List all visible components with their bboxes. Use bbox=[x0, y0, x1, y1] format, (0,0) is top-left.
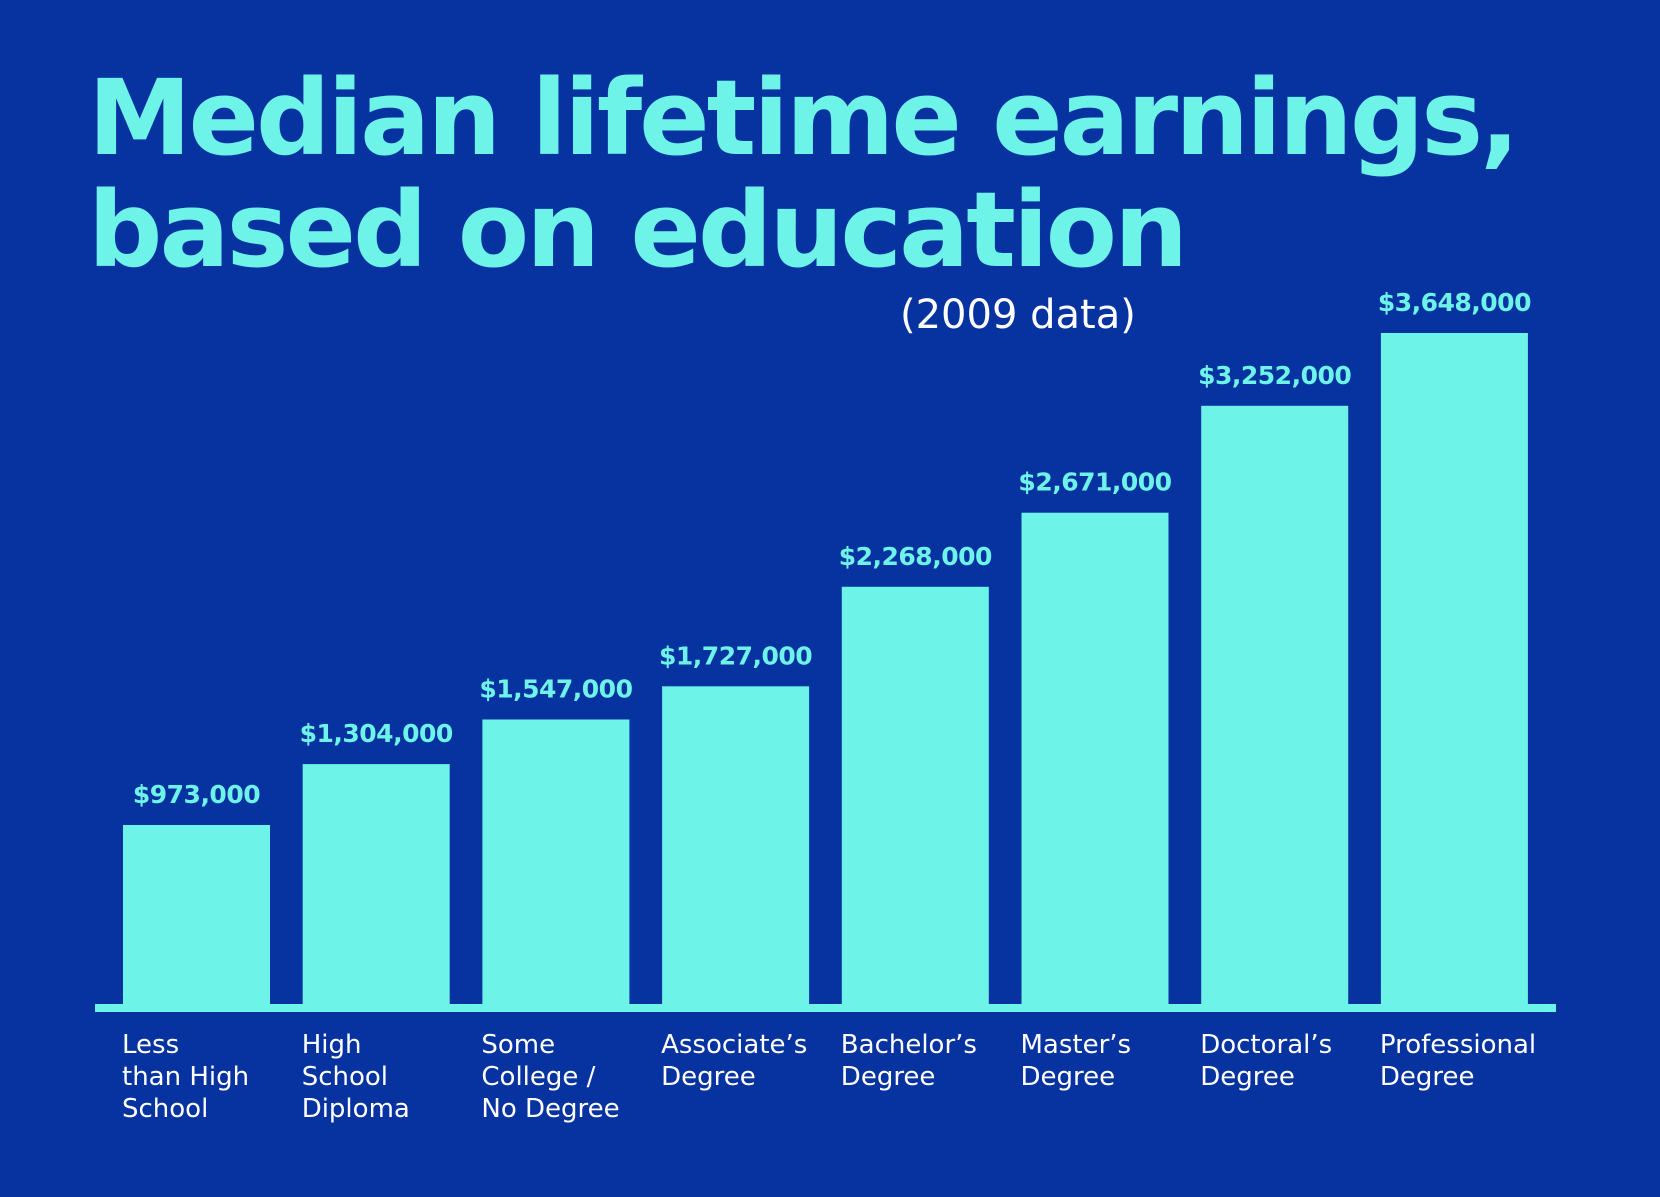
bar-7 bbox=[1380, 333, 1528, 1004]
category-label-0-line-1: than High bbox=[122, 1062, 249, 1092]
category-label-4: Bachelor’s Degree bbox=[841, 1030, 977, 1092]
category-label-0-line-2: School bbox=[122, 1094, 208, 1124]
category-label-4-line-0: Bachelor’s bbox=[841, 1030, 977, 1060]
value-label-4: $2,268,000 bbox=[839, 542, 992, 571]
value-label-2: $1,547,000 bbox=[479, 675, 632, 704]
category-label-4-line-1: Degree bbox=[841, 1062, 936, 1092]
value-label-7: $3,648,000 bbox=[1378, 288, 1531, 317]
value-label-6: $3,252,000 bbox=[1198, 361, 1351, 390]
chart-title-line-1: Median lifetime earnings, bbox=[88, 57, 1520, 179]
category-label-2-line-2: No Degree bbox=[481, 1094, 619, 1124]
value-label-3: $1,727,000 bbox=[659, 641, 812, 670]
category-label-0: Less than High School bbox=[122, 1030, 249, 1124]
category-label-6-line-0: Doctoral’s bbox=[1200, 1030, 1332, 1060]
x-axis-baseline bbox=[95, 1004, 1556, 1012]
category-label-6: Doctoral’s Degree bbox=[1200, 1030, 1332, 1092]
category-label-0-line-0: Less bbox=[122, 1030, 179, 1060]
bars-group bbox=[123, 333, 1528, 1004]
bar-3 bbox=[662, 686, 810, 1004]
bar-6 bbox=[1201, 405, 1349, 1004]
chart-title-line-2: based on education bbox=[88, 169, 1188, 291]
category-label-5: Master’s Degree bbox=[1021, 1030, 1132, 1092]
bar-5 bbox=[1021, 512, 1169, 1004]
category-label-7-line-1: Degree bbox=[1380, 1062, 1475, 1092]
category-label-1: High School Diploma bbox=[302, 1030, 410, 1124]
category-label-2-line-1: College / bbox=[481, 1062, 595, 1092]
chart-subtitle: (2009 data) bbox=[900, 292, 1136, 338]
category-label-1-line-1: School bbox=[302, 1062, 388, 1092]
category-label-1-line-2: Diploma bbox=[302, 1094, 410, 1124]
category-label-5-line-1: Degree bbox=[1021, 1062, 1116, 1092]
category-label-7: Professional Degree bbox=[1380, 1030, 1536, 1092]
category-label-3-line-1: Degree bbox=[661, 1062, 756, 1092]
bar-4 bbox=[841, 586, 989, 1004]
category-label-6-line-1: Degree bbox=[1200, 1062, 1295, 1092]
value-label-1: $1,304,000 bbox=[300, 719, 453, 748]
bar-2 bbox=[482, 719, 630, 1004]
bar-1 bbox=[302, 764, 450, 1004]
category-label-2: Some College / No Degree bbox=[481, 1030, 619, 1124]
value-label-5: $2,671,000 bbox=[1018, 468, 1171, 497]
chart-title: Median lifetime earnings, based on educa… bbox=[88, 57, 1520, 291]
bar-0 bbox=[123, 825, 270, 1004]
category-label-2-line-0: Some bbox=[481, 1030, 555, 1060]
value-labels-group: $973,000 $1,304,000 $1,547,000 $1,727,000 $2… bbox=[133, 288, 1532, 809]
value-label-0: $973,000 bbox=[133, 780, 260, 809]
category-label-1-line-0: High bbox=[302, 1030, 362, 1060]
category-label-3: Associate’s Degree bbox=[661, 1030, 807, 1092]
category-label-7-line-0: Professional bbox=[1380, 1030, 1536, 1060]
category-label-5-line-0: Master’s bbox=[1021, 1030, 1132, 1060]
category-label-3-line-0: Associate’s bbox=[661, 1030, 807, 1060]
